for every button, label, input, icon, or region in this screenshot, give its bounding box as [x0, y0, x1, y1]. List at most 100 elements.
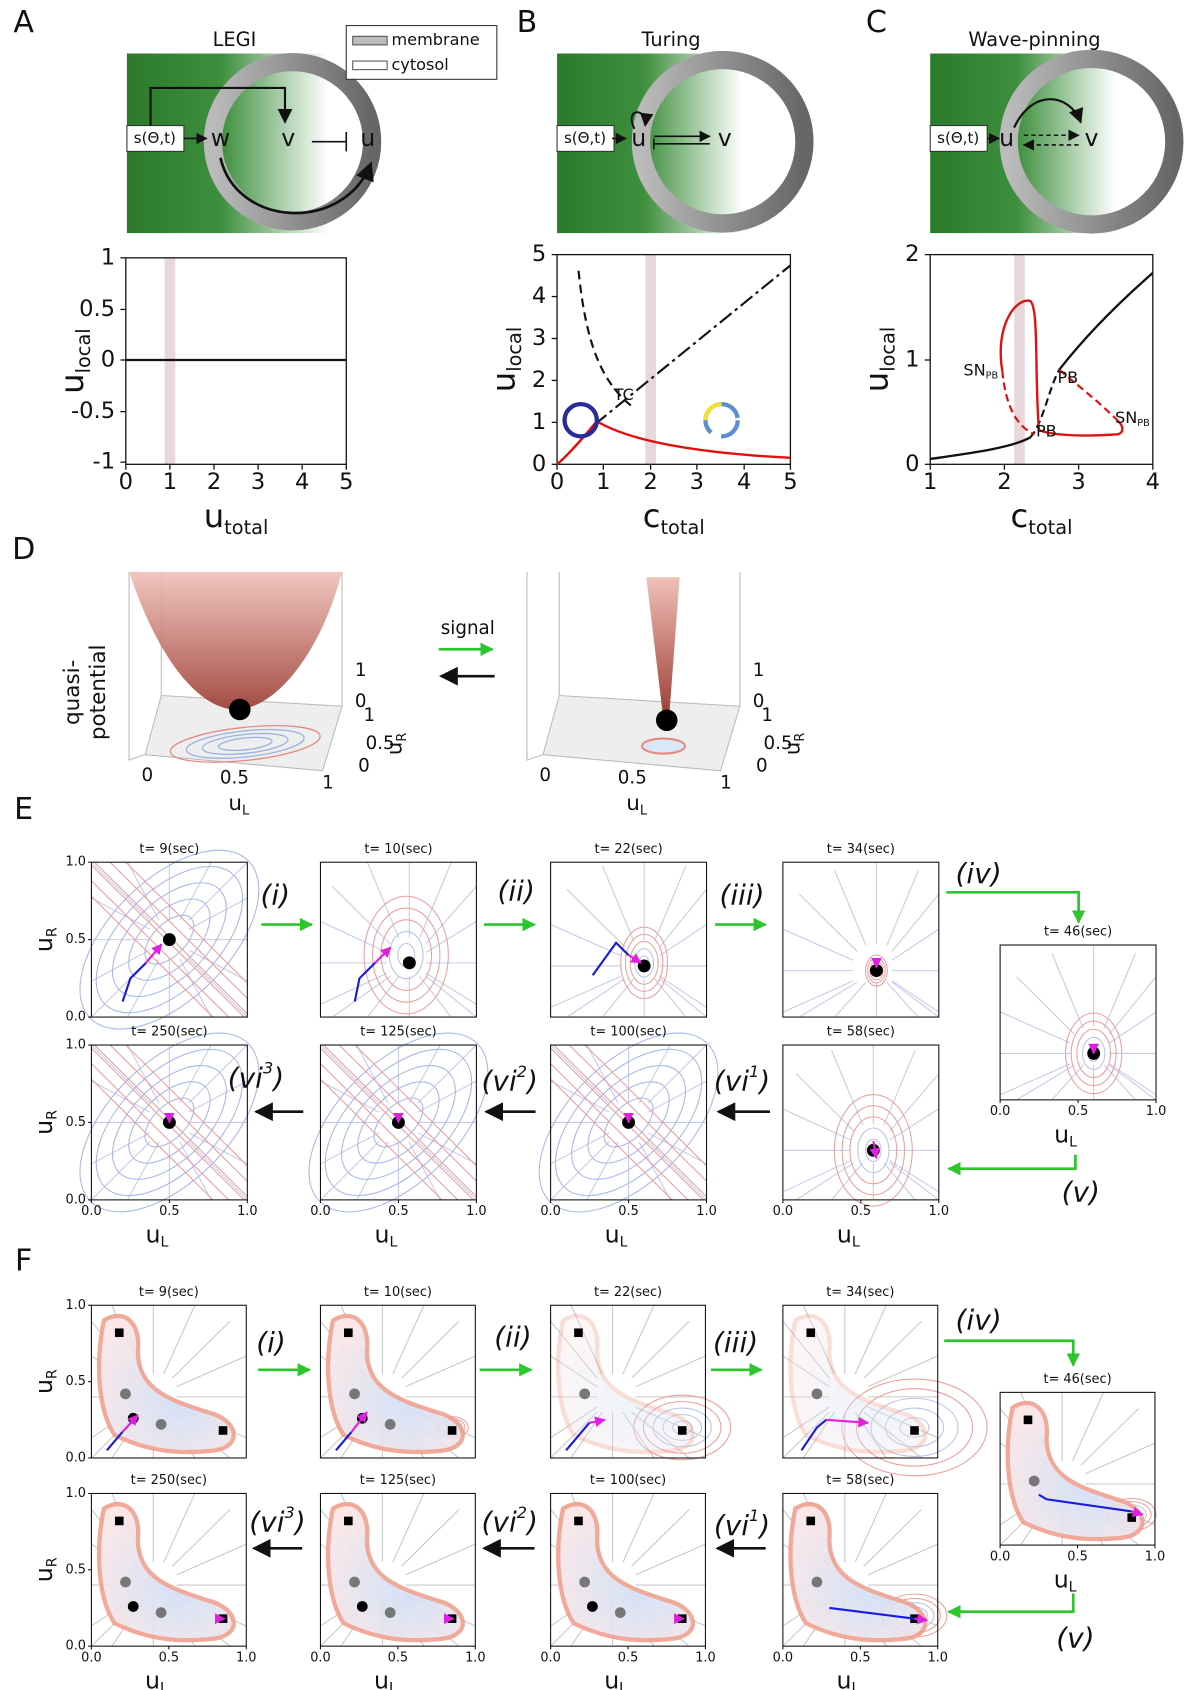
label: 0.0: [66, 1450, 87, 1465]
label-main: ): [757, 1509, 770, 1542]
minimum: [229, 699, 251, 721]
label: 0.5: [1067, 1549, 1088, 1564]
saddle: [615, 1607, 626, 1618]
label: t= 250(sec): [131, 1473, 207, 1488]
label: 0.5: [850, 1650, 871, 1665]
label-main: u: [383, 742, 408, 756]
axis-label: uL: [604, 1666, 627, 1690]
label: 0.0: [773, 1650, 794, 1665]
label: quasi-: [60, 660, 85, 725]
label: t= 34(sec): [827, 842, 895, 857]
label-main: u: [484, 372, 522, 392]
label: (ii): [494, 1321, 531, 1354]
fixed-point: [128, 1601, 139, 1612]
label-main: (vi: [249, 1506, 284, 1539]
label: t= 10(sec): [364, 842, 432, 857]
label-main: SN: [963, 360, 985, 379]
phase-plot: [551, 1305, 731, 1459]
label: (v): [1056, 1622, 1094, 1655]
label: membrane: [391, 30, 479, 49]
axis-label: uL: [1054, 1120, 1077, 1151]
label-sub: L: [242, 803, 250, 818]
label: 2: [905, 241, 919, 267]
phase-plot: [320, 1305, 475, 1458]
label: u: [360, 124, 375, 152]
label: w: [211, 124, 230, 152]
label-sup: 2: [517, 1061, 527, 1080]
minimum: [656, 710, 678, 732]
label-sub: L: [160, 1234, 168, 1250]
label: (ii): [498, 874, 535, 907]
label: 0.5: [388, 1204, 409, 1219]
curve: [944, 1341, 1073, 1366]
step-label: (vi3): [249, 1502, 305, 1538]
phase-plot: [783, 1045, 939, 1206]
phase-plot: [320, 1493, 475, 1646]
stable-state: [1127, 1513, 1136, 1522]
label: 4: [1146, 469, 1160, 495]
label-sub: local: [71, 328, 94, 373]
stable-state: [344, 1328, 353, 1337]
label-main: u: [30, 1567, 58, 1582]
label-sub: total: [1028, 515, 1072, 538]
fixed-point: [403, 956, 416, 969]
label: 0.5: [1068, 1104, 1089, 1119]
label: 0.5: [851, 1204, 872, 1219]
label-sub: L: [620, 1234, 628, 1250]
label-sub: L: [160, 1681, 168, 1690]
saddle: [385, 1607, 396, 1618]
phase-plot: [783, 862, 939, 1017]
label: t= 9(sec): [139, 1285, 199, 1300]
label: t= 250(sec): [131, 1025, 207, 1040]
curve: [948, 1593, 1073, 1611]
fixed-point: [357, 1601, 368, 1612]
label: 1.0: [66, 1486, 87, 1501]
label: 0.0: [773, 1204, 794, 1219]
label: 0: [358, 755, 370, 776]
label: (iv): [956, 1303, 1002, 1336]
label: signal: [441, 618, 495, 639]
legend-swatch: [353, 36, 387, 45]
axis-label: SNPB: [1115, 408, 1150, 429]
stable-state: [115, 1328, 124, 1337]
pattern-icon: [565, 404, 597, 436]
label-main: ): [271, 1061, 284, 1094]
label-main: u: [1054, 1120, 1069, 1148]
label: (iii): [713, 1326, 758, 1359]
stable-state: [806, 1517, 815, 1526]
saddle: [120, 1577, 131, 1588]
label: u: [999, 124, 1014, 152]
stable-state: [344, 1517, 353, 1526]
label-main: (vi: [228, 1061, 263, 1094]
label: t= 100(sec): [590, 1025, 666, 1040]
fixed-point: [128, 1413, 139, 1424]
label: 4: [532, 283, 546, 309]
axis-label: uL: [1054, 1565, 1077, 1596]
label: B: [517, 5, 538, 40]
label-main: (vi: [714, 1065, 749, 1098]
label: t= 125(sec): [360, 1025, 436, 1040]
label-main: u: [145, 1666, 160, 1690]
label: 0: [539, 765, 551, 786]
label-sup: 3: [263, 1058, 273, 1077]
label: 1.0: [929, 1204, 950, 1219]
label: 2: [532, 367, 546, 393]
label-sup: 1: [749, 1506, 759, 1525]
label: potential: [86, 644, 111, 740]
label: C: [866, 5, 887, 40]
label-main: u: [145, 1220, 160, 1248]
label: 0.0: [310, 1650, 331, 1665]
label: PB: [1036, 422, 1057, 441]
saddle: [579, 1388, 590, 1399]
label: t= 100(sec): [590, 1473, 666, 1488]
axis-label: ctotal: [643, 497, 705, 538]
axis-label: ulocal: [484, 327, 525, 393]
quasi-potential-surface: [646, 577, 679, 720]
label: 2: [643, 469, 657, 495]
trajectory-head: [915, 1619, 927, 1621]
label: 4: [737, 469, 751, 495]
label: E: [14, 792, 33, 827]
label-main: u: [375, 1220, 390, 1248]
label-main: (vi: [482, 1065, 517, 1098]
label: 1.0: [1146, 1104, 1167, 1119]
